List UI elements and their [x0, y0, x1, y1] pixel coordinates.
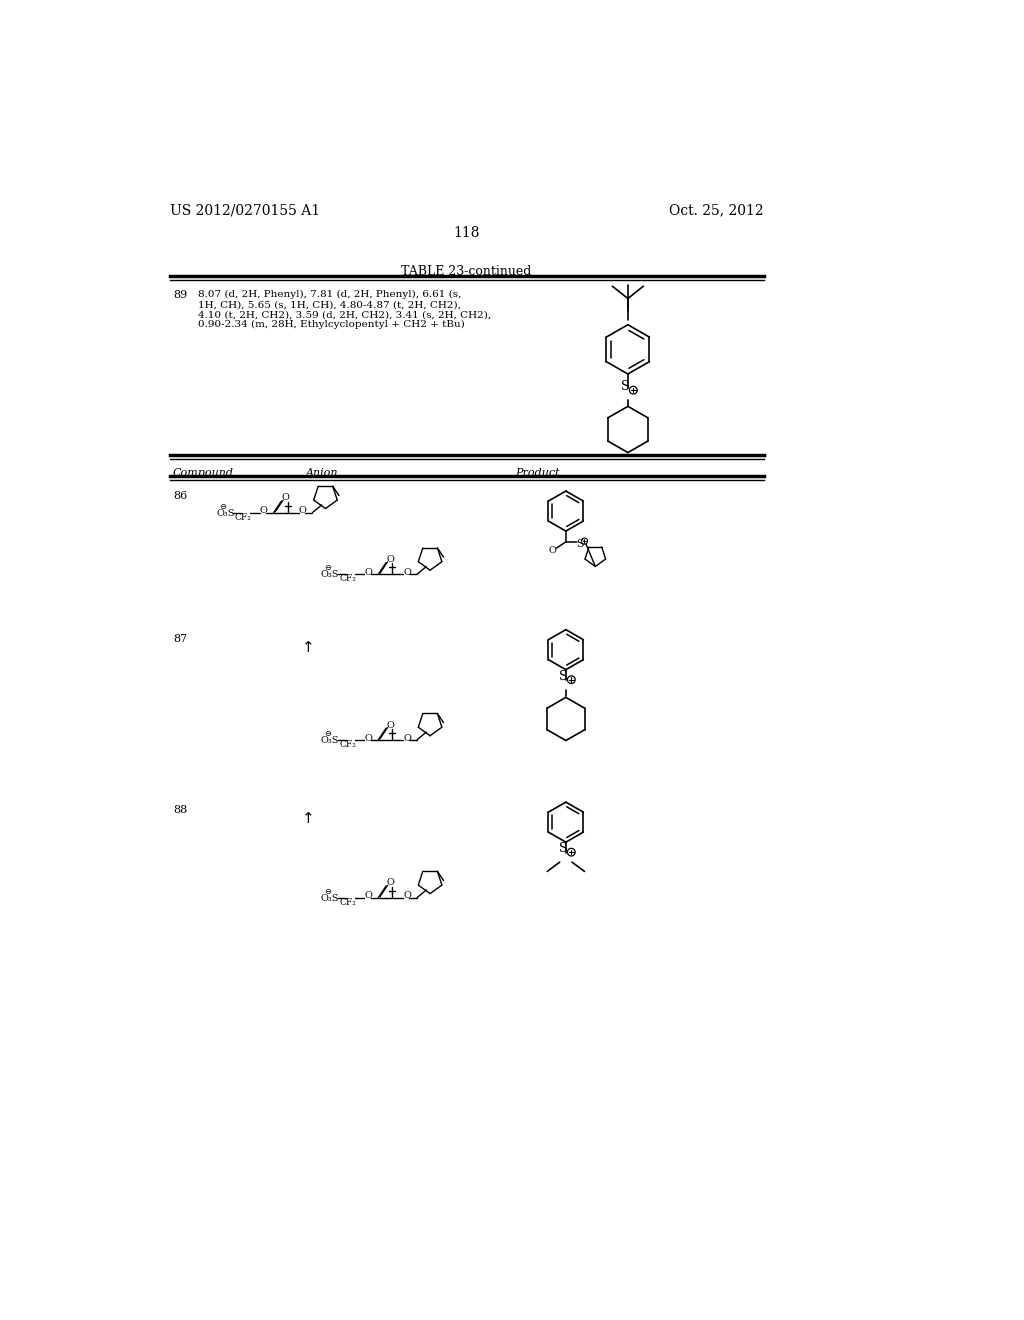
- Text: 8.07 (d, 2H, Phenyl), 7.81 (d, 2H, Phenyl), 6.61 (s,: 8.07 (d, 2H, Phenyl), 7.81 (d, 2H, Pheny…: [198, 290, 461, 300]
- Text: CF₂: CF₂: [340, 898, 356, 907]
- Text: O: O: [386, 554, 394, 564]
- Text: 89: 89: [173, 290, 187, 300]
- Text: ⊖: ⊖: [219, 502, 226, 511]
- Text: Compound: Compound: [173, 469, 233, 478]
- Text: CF₂: CF₂: [340, 574, 356, 583]
- Text: ↑: ↑: [302, 810, 314, 825]
- Text: O₃S: O₃S: [216, 508, 234, 517]
- Text: O: O: [386, 721, 394, 730]
- Text: O₃S: O₃S: [321, 894, 340, 903]
- Text: CF₂: CF₂: [340, 739, 356, 748]
- Text: ⊖: ⊖: [324, 887, 331, 896]
- Text: 0.90-2.34 (m, 28H, Ethylcyclopentyl + CH2 + tBu): 0.90-2.34 (m, 28H, Ethylcyclopentyl + CH…: [198, 321, 465, 329]
- Text: O: O: [403, 891, 411, 900]
- Text: 88: 88: [173, 805, 187, 816]
- Text: O: O: [365, 734, 373, 743]
- Text: O: O: [365, 568, 373, 577]
- Text: O: O: [260, 507, 267, 515]
- Text: US 2012/0270155 A1: US 2012/0270155 A1: [170, 203, 319, 216]
- Text: O: O: [365, 891, 373, 900]
- Text: O: O: [549, 545, 557, 554]
- Text: O: O: [299, 507, 306, 515]
- Text: 1H, CH), 5.65 (s, 1H, CH), 4.80-4.87 (t, 2H, CH2),: 1H, CH), 5.65 (s, 1H, CH), 4.80-4.87 (t,…: [198, 300, 461, 309]
- Text: ⊖: ⊖: [324, 729, 331, 738]
- Text: TABLE 23-continued: TABLE 23-continued: [401, 264, 531, 277]
- Text: 87: 87: [173, 635, 187, 644]
- Text: O: O: [403, 568, 411, 577]
- Text: O: O: [403, 734, 411, 743]
- Text: S: S: [559, 842, 567, 855]
- Text: ↑: ↑: [302, 640, 314, 655]
- Text: Oct. 25, 2012: Oct. 25, 2012: [669, 203, 764, 216]
- Text: Product: Product: [515, 469, 559, 478]
- Text: O₃S: O₃S: [321, 570, 340, 579]
- Text: S: S: [622, 380, 630, 393]
- Text: O: O: [282, 494, 290, 503]
- Text: S: S: [577, 539, 584, 549]
- Text: S: S: [559, 669, 567, 682]
- Text: 4.10 (t, 2H, CH2), 3.59 (d, 2H, CH2), 3.41 (s, 2H, CH2),: 4.10 (t, 2H, CH2), 3.59 (d, 2H, CH2), 3.…: [198, 310, 490, 319]
- Text: 86: 86: [173, 491, 187, 502]
- Text: 118: 118: [454, 226, 480, 240]
- Text: O₃S: O₃S: [321, 737, 340, 744]
- Text: Anion: Anion: [305, 469, 338, 478]
- Text: O: O: [386, 878, 394, 887]
- Text: ⊖: ⊖: [324, 564, 331, 573]
- Text: CF₂: CF₂: [234, 512, 252, 521]
